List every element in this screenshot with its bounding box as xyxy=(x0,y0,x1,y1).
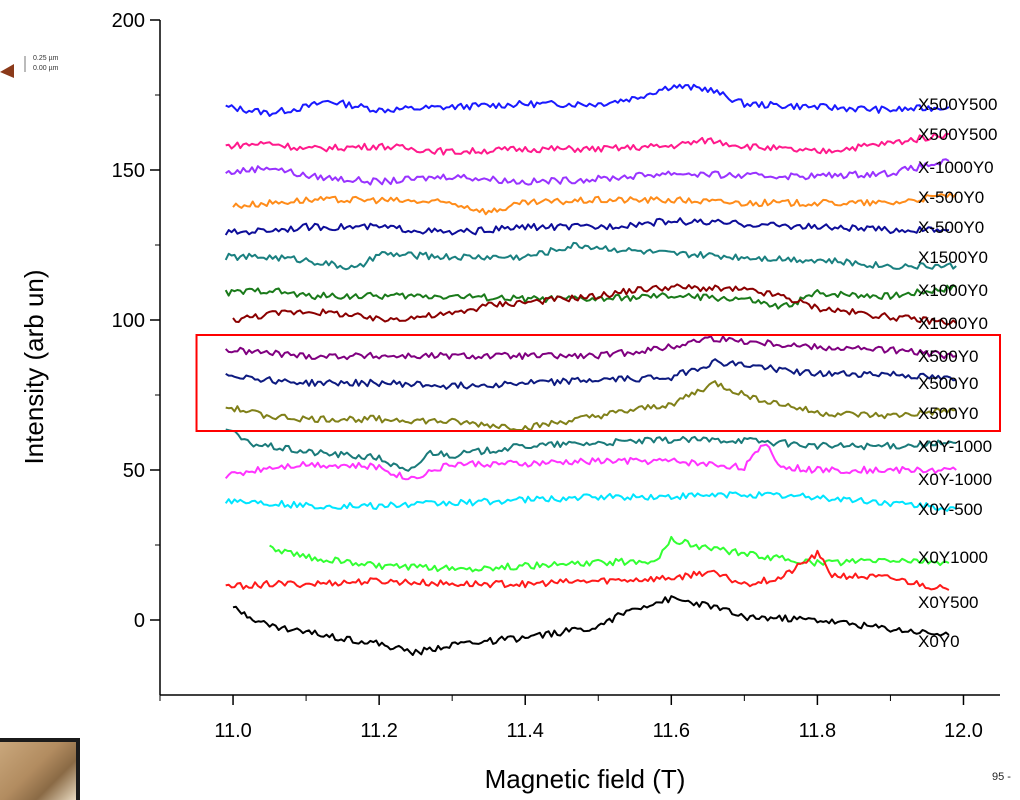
series-label: X1500Y0 xyxy=(918,248,988,267)
series-label: X1000Y0 xyxy=(918,314,988,333)
series-line xyxy=(225,358,957,390)
y-tick-label: 150 xyxy=(112,160,145,182)
series-group xyxy=(224,83,957,656)
series-label: X-500Y0 xyxy=(918,188,984,207)
series-label: X500Y500 xyxy=(918,125,997,144)
x-tick-label: 11.0 xyxy=(214,720,251,742)
series-line xyxy=(225,428,957,472)
y-tick-label: 100 xyxy=(112,310,145,332)
series-line xyxy=(225,549,950,591)
series-line xyxy=(225,83,950,117)
y-axis-title: Intensity (arb un) xyxy=(19,269,49,464)
series-label: X0Y-1000 xyxy=(918,437,992,456)
series-line xyxy=(224,491,957,512)
series-label: X0Y0 xyxy=(918,632,960,651)
series-line xyxy=(225,158,950,186)
series-label: X0Y-500 xyxy=(918,500,983,519)
series-label: X0Y-1000 xyxy=(918,470,992,489)
series-line xyxy=(224,335,957,361)
axes: 0 50 100 150 200 11.0 11.2 11.4 11.6 11.8 12.0 xyxy=(112,10,1000,742)
series-line xyxy=(225,132,949,156)
series-label: X-1000Y0 xyxy=(918,158,994,177)
page-number: 95 - xyxy=(992,771,1011,783)
afm-scale-bottom: 0.00 µm xyxy=(33,65,59,72)
series-label: X1000Y0 xyxy=(918,281,988,300)
series-line xyxy=(225,380,957,432)
highlight-box xyxy=(195,334,1002,432)
series-label: X500Y0 xyxy=(918,404,979,423)
series-label: X0Y500 xyxy=(918,593,979,612)
series-line xyxy=(232,283,957,326)
afm-scale-top: 0.25 µm xyxy=(33,55,59,62)
afm-scale-bar: 0.25 µm 0.00 µm xyxy=(0,48,60,93)
series-line xyxy=(224,241,957,271)
series-line xyxy=(269,535,950,573)
series-label: X500Y0 xyxy=(918,347,979,366)
y-tick-label: 50 xyxy=(123,460,145,482)
y-tick-label: 200 xyxy=(112,10,145,32)
x-tick-label: 11.4 xyxy=(506,720,543,742)
series-labels: X500Y500 X500Y500 X-1000Y0 X-500Y0 X-500Y0 X1… xyxy=(918,95,997,651)
x-tick-label: 11.2 xyxy=(360,720,397,742)
afm-corner-marker xyxy=(0,64,14,78)
series-line xyxy=(224,217,950,236)
series-line xyxy=(232,192,957,216)
x-tick-label: 12.0 xyxy=(944,720,983,742)
series-line xyxy=(232,595,950,656)
x-tick-label: 11.8 xyxy=(799,720,836,742)
y-tick-label: 0 xyxy=(134,610,145,632)
x-axis-title: Magnetic field (T) xyxy=(485,764,686,794)
series-label: X500Y500 xyxy=(918,95,997,114)
series-line xyxy=(224,443,957,481)
series-label: X500Y0 xyxy=(918,374,979,393)
x-tick-label: 11.6 xyxy=(653,720,690,742)
series-label: X0Y1000 xyxy=(918,548,988,567)
series-label: X-500Y0 xyxy=(918,218,984,237)
thumbnail-image xyxy=(0,738,80,800)
series-line xyxy=(224,284,957,310)
